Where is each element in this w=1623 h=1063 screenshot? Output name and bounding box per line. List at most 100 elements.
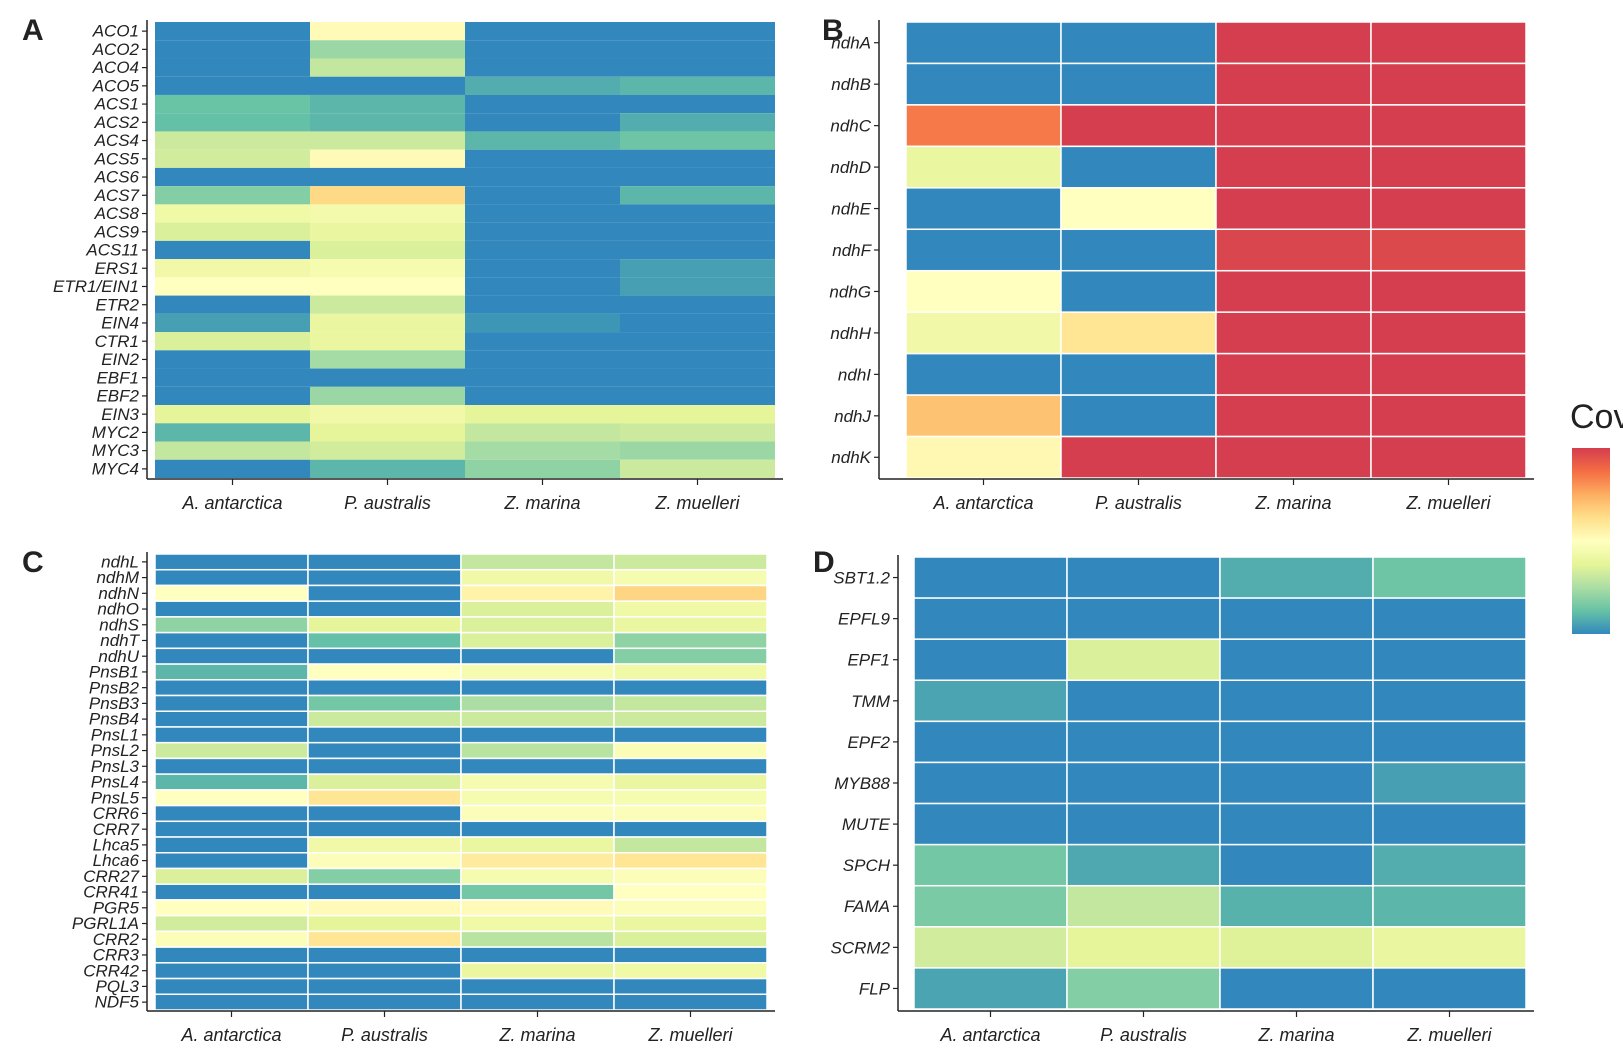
y-tick-label: ndhT bbox=[100, 631, 140, 650]
heatmap-cell bbox=[613, 820, 768, 838]
heatmap-cell bbox=[913, 761, 1068, 805]
y-tick-label: ACO5 bbox=[92, 76, 140, 95]
heatmap-cell bbox=[620, 386, 775, 406]
heatmap-cell bbox=[154, 946, 309, 964]
y-tick-label: ACS4 bbox=[94, 131, 139, 150]
heatmap-cell bbox=[310, 441, 465, 460]
y-tick-label: FAMA bbox=[844, 897, 890, 916]
heatmap-cell bbox=[307, 663, 462, 681]
heatmap-cell bbox=[460, 820, 615, 838]
heatmap-cell bbox=[460, 993, 615, 1011]
heatmap-cell bbox=[155, 22, 310, 41]
heatmap-cell bbox=[465, 423, 620, 442]
heatmap-cell bbox=[613, 726, 768, 744]
heatmap-cell bbox=[155, 76, 310, 95]
heatmap-cell bbox=[310, 405, 465, 424]
y-tick-label: ndhF bbox=[832, 241, 872, 260]
heatmap-cell bbox=[1219, 802, 1374, 846]
heatmap-cell bbox=[460, 852, 615, 870]
panel-c: ndhLndhMndhNndhOndhSndhTndhUPnsB1PnsB2Pn… bbox=[22, 546, 775, 1045]
heatmap-cell bbox=[1372, 843, 1527, 887]
y-tick-label: PGRL1A bbox=[72, 914, 139, 933]
heatmap-cell bbox=[310, 313, 465, 333]
y-tick-label: PnsB1 bbox=[89, 663, 139, 682]
heatmap-cell bbox=[613, 899, 768, 917]
heatmap-cell bbox=[1219, 967, 1374, 1010]
y-tick-label: MYC4 bbox=[92, 459, 139, 478]
heatmap-cell bbox=[1066, 720, 1221, 764]
heatmap-cell bbox=[905, 435, 1062, 479]
heatmap-cell bbox=[620, 441, 775, 460]
x-tick-label: Z. muelleri bbox=[647, 1025, 733, 1045]
heatmap-cell bbox=[465, 259, 620, 278]
heatmap-cell bbox=[905, 62, 1062, 106]
y-tick-label: ACS11 bbox=[85, 241, 139, 260]
heatmap-cell bbox=[1370, 145, 1527, 189]
x-tick-label: Z. marina bbox=[1257, 1025, 1334, 1045]
heatmap-cell bbox=[155, 259, 310, 278]
heatmap-cell bbox=[155, 332, 310, 351]
y-tick-label: MYC2 bbox=[92, 423, 140, 442]
heatmap-cell bbox=[1372, 556, 1527, 599]
heatmap-cell bbox=[913, 638, 1068, 682]
heatmap-cell bbox=[1060, 311, 1217, 355]
heatmap-cell bbox=[155, 405, 310, 424]
heatmap-cell bbox=[1372, 967, 1527, 1010]
heatmap-cell bbox=[913, 597, 1068, 640]
heatmap-cell bbox=[1215, 269, 1372, 313]
heatmap-cell bbox=[307, 694, 462, 712]
heatmap-cell bbox=[465, 459, 620, 478]
heatmap-cell bbox=[460, 914, 615, 933]
heatmap-cell bbox=[155, 131, 310, 150]
heatmap-cell bbox=[310, 94, 465, 114]
heatmap-cell bbox=[1060, 352, 1217, 396]
heatmap-cell bbox=[460, 631, 615, 650]
y-tick-label: ndhD bbox=[830, 158, 871, 177]
y-tick-label: CRR2 bbox=[93, 930, 140, 949]
heatmap-cell bbox=[154, 930, 309, 948]
heatmap-cell bbox=[307, 647, 462, 665]
heatmap-cell bbox=[1060, 228, 1217, 272]
heatmap-cell bbox=[154, 741, 309, 760]
heatmap-cell bbox=[465, 350, 620, 369]
heatmap-cell bbox=[913, 884, 1068, 928]
y-tick-label: PnsB4 bbox=[89, 710, 139, 729]
heatmap-cell bbox=[620, 22, 775, 41]
heatmap-cell bbox=[460, 962, 615, 980]
heatmap-cell bbox=[307, 789, 462, 807]
heatmap-cell bbox=[307, 930, 462, 948]
x-tick-label: A. antarctica bbox=[939, 1025, 1040, 1045]
heatmap-cell bbox=[613, 946, 768, 964]
heatmap-cell bbox=[154, 663, 309, 681]
y-tick-label: ndhE bbox=[831, 199, 871, 218]
heatmap-cell bbox=[1066, 926, 1221, 969]
heatmap-cell bbox=[465, 295, 620, 314]
heatmap-cell bbox=[307, 899, 462, 917]
heatmap-cell bbox=[307, 977, 462, 996]
heatmap-cell bbox=[1372, 638, 1527, 682]
panel-label: D bbox=[813, 546, 835, 579]
y-tick-label: PnsL4 bbox=[91, 773, 139, 792]
heatmap-cell bbox=[613, 804, 768, 823]
heatmap-cell bbox=[307, 553, 462, 571]
heatmap-cell bbox=[154, 804, 309, 823]
y-tick-label: ndhH bbox=[830, 324, 871, 343]
heatmap-cell bbox=[154, 836, 309, 854]
heatmap-cell bbox=[307, 867, 462, 885]
heatmap-cell bbox=[154, 962, 309, 980]
heatmap-cell bbox=[465, 332, 620, 351]
heatmap-cell bbox=[460, 773, 615, 791]
heatmap-cell bbox=[310, 131, 465, 150]
heatmap-cell bbox=[155, 386, 310, 406]
heatmap-cell bbox=[465, 94, 620, 114]
heatmap-cell bbox=[1215, 435, 1372, 479]
heatmap-cell bbox=[613, 553, 768, 571]
y-tick-label: CRR3 bbox=[93, 946, 140, 965]
heatmap-cell bbox=[905, 145, 1062, 189]
heatmap-cell bbox=[1066, 843, 1221, 887]
heatmap-cell bbox=[620, 131, 775, 150]
heatmap-cell bbox=[1372, 720, 1527, 764]
heatmap-cell bbox=[307, 616, 462, 634]
heatmap-cell bbox=[307, 883, 462, 901]
heatmap-cell bbox=[1370, 394, 1527, 438]
